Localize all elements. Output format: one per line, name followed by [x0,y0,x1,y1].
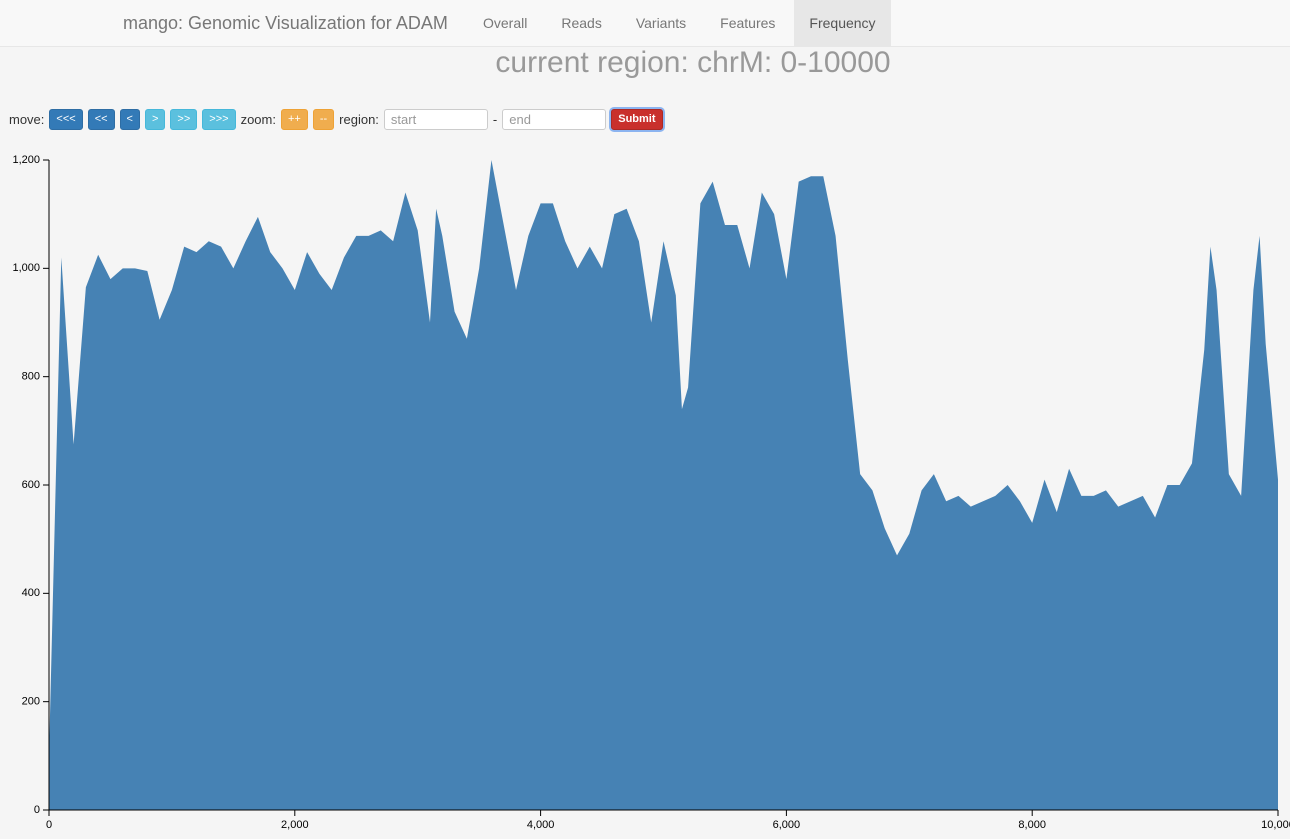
heading: current region: chrM: 0-10000 [495,46,891,79]
nav-item[interactable]: Frequency [794,0,891,46]
move-button[interactable]: > [144,108,166,130]
submit-button[interactable]: Submit [611,108,663,130]
move-buttons: <<< << < > >> >>> [49,108,236,130]
move-button[interactable]: <<< [49,108,83,130]
controls: move: <<<<<<>>>>>> zoom: ++-- region: - … [9,108,663,130]
move-label: move: [9,111,45,127]
nav-item[interactable]: Variants [635,15,687,31]
end-input[interactable] [502,108,607,130]
x-tick-label: 4,000 [527,819,555,831]
y-tick-label: 1,200 [12,154,40,166]
move-button[interactable]: >> [170,108,198,130]
zoom-button[interactable]: ++ [280,108,308,130]
x-tick-label: 10,000 [1261,819,1290,831]
zoom-button[interactable]: -- [312,108,335,130]
start-input[interactable] [383,108,488,130]
move-button[interactable]: >>> [202,108,236,130]
chart: 0 200 400 600 800 1,000 1,200 0 2,000 4,000 6,000 8… [12,154,1290,831]
x-tick-label: 2,000 [281,819,309,831]
region-label: region: [339,111,379,127]
navbar: mango: Genomic Visualization for ADAM Ov… [0,0,1290,47]
nav-item[interactable]: Reads [561,15,602,31]
y-tick-label: 600 [22,479,40,491]
move-button[interactable]: < [119,108,140,130]
nav-items: Overall Reads Variants Features Frequency [468,0,891,46]
y-tick-label: 0 [34,804,40,816]
zoom-buttons: ++ -- [280,108,335,130]
separator: - [492,111,498,127]
zoom-label: zoom: [240,111,276,127]
y-tick-label: 800 [22,371,40,383]
y-tick-label: 400 [22,587,40,599]
x-tick-label: 8,000 [1018,819,1046,831]
area [49,160,1278,810]
nav-item[interactable]: Overall [483,15,528,31]
y-tick-label: 200 [22,696,40,708]
x-tick-label: 6,000 [773,819,801,831]
brand[interactable]: mango: Genomic Visualization for ADAM [123,13,448,33]
y-tick-label: 1,000 [12,262,40,274]
x-tick-label: 0 [46,819,52,831]
move-button[interactable]: << [87,108,115,130]
nav-item[interactable]: Features [720,15,776,31]
